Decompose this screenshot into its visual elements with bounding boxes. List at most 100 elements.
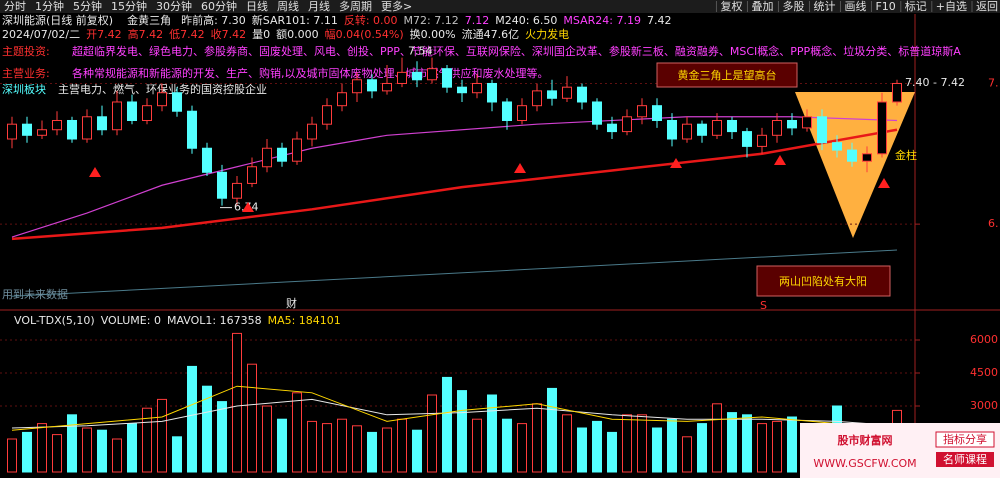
toolbar-button[interactable]: 1分钟 xyxy=(35,0,64,13)
volume-bar xyxy=(592,420,602,473)
volume-bar xyxy=(157,398,167,473)
candle-body xyxy=(97,116,107,131)
candle-body xyxy=(757,134,767,147)
candle-body xyxy=(187,110,197,149)
candle-body xyxy=(7,123,17,140)
toolbar-button[interactable]: 多股 xyxy=(782,0,804,13)
volume-bar xyxy=(262,405,272,473)
volume-bar xyxy=(457,390,467,473)
candle-body xyxy=(397,71,407,84)
toolbar-button[interactable]: 60分钟 xyxy=(201,0,237,13)
candle-body xyxy=(217,171,227,199)
last-price-label: 7.40 - 7.42 xyxy=(905,76,965,89)
candle-body xyxy=(112,101,122,131)
toolbar-button[interactable]: 返回 xyxy=(976,0,998,13)
note-triangle: 黄金三角上是望高台 xyxy=(678,68,777,82)
candle-body xyxy=(247,166,257,184)
volume-bar xyxy=(97,429,107,473)
info-item: 开7.42 xyxy=(86,28,122,41)
toolbar-button[interactable]: 30分钟 xyxy=(156,0,192,13)
info-item: M240: 6.50 xyxy=(495,14,557,27)
toolbar-button[interactable]: 复权 xyxy=(720,0,742,13)
toolbar-button[interactable]: 画线 xyxy=(844,0,866,13)
candle-body xyxy=(637,105,647,118)
volume-bar xyxy=(487,394,497,473)
candle-body xyxy=(67,119,77,140)
volume-bar xyxy=(772,420,782,473)
toolbar-button[interactable]: +自选 xyxy=(936,0,967,13)
candle-body xyxy=(862,153,872,162)
candle-body xyxy=(742,131,752,147)
toolbar-button[interactable]: 标记 xyxy=(905,0,927,13)
candle-body xyxy=(337,92,347,107)
ma-line xyxy=(11,128,898,241)
volume-bar xyxy=(382,427,392,473)
info-item: 量0 xyxy=(252,28,270,41)
candle-body xyxy=(382,82,392,92)
volume-bar xyxy=(757,423,767,473)
candle-body xyxy=(412,71,422,81)
toolbar-button[interactable]: 叠加 xyxy=(751,0,773,13)
volume-ma xyxy=(11,398,898,429)
toolbar-button[interactable]: 周线 xyxy=(277,0,299,13)
info-item: 新SAR101: 7.11 xyxy=(252,13,338,27)
volume-bar xyxy=(67,414,77,473)
watermark-tag[interactable]: 指标分享 xyxy=(943,432,987,446)
info-item: MAVOL1: 167358 xyxy=(167,314,262,327)
candle-body xyxy=(712,119,722,136)
volume-bar xyxy=(502,418,512,473)
y-tick-label: 6. xyxy=(988,217,999,230)
toolbar-button[interactable]: 5分钟 xyxy=(73,0,102,13)
signal-triangle xyxy=(89,167,101,177)
stock-name: 深圳能源(日线 前复权) xyxy=(2,13,113,27)
note-valley: 两山凹陷处有大阳 xyxy=(779,274,867,288)
y-tick-label: 4500 xyxy=(970,366,998,379)
signal-triangle xyxy=(514,163,526,173)
toolbar-button[interactable]: 月线 xyxy=(308,0,330,13)
toolbar-button[interactable]: 日线 xyxy=(246,0,268,13)
volume-bar xyxy=(247,363,257,473)
candle-body xyxy=(577,86,587,103)
note-s: S xyxy=(760,299,767,312)
candle-body xyxy=(787,119,797,129)
volume-bar xyxy=(202,385,212,473)
note-cai: 财 xyxy=(286,296,297,310)
toolbar-button[interactable]: 分时 xyxy=(4,0,26,13)
info-item: 高7.42 xyxy=(128,27,164,41)
candle-body xyxy=(52,119,62,131)
volume-bar xyxy=(742,414,752,473)
candle-body xyxy=(427,68,437,81)
candle-body xyxy=(847,149,857,162)
toolbar-button[interactable]: 15分钟 xyxy=(111,0,147,13)
toolbar-button[interactable]: 统计 xyxy=(813,0,835,13)
info-item: 2024/07/02/二 xyxy=(2,28,80,41)
watermark-tag[interactable]: 名师课程 xyxy=(943,452,987,466)
info-item: 收7.42 xyxy=(211,27,247,41)
candle-body xyxy=(22,123,32,136)
volume-bar xyxy=(37,423,47,473)
note-gold: 金柱 xyxy=(895,148,917,162)
candle-body xyxy=(157,92,167,107)
candle-body xyxy=(517,105,527,121)
info-item: 7.12 xyxy=(465,14,490,27)
candle-body xyxy=(682,123,692,140)
volume-bar xyxy=(142,407,152,473)
volume-bar xyxy=(172,436,182,473)
y-tick-label: 3000 xyxy=(970,399,998,412)
candle-body xyxy=(817,116,827,144)
toolbar-button[interactable]: 多周期 xyxy=(339,0,372,13)
toolbar-button[interactable]: 更多> xyxy=(381,0,412,13)
candle-body xyxy=(547,90,557,99)
candle-body xyxy=(37,129,47,136)
volume-bar xyxy=(787,416,797,473)
info-item: 额0.000 xyxy=(276,28,319,41)
note-box xyxy=(656,62,798,88)
toolbar-button[interactable]: F10 xyxy=(875,0,895,13)
candle-body xyxy=(532,90,542,107)
candle-body xyxy=(307,123,317,140)
volume-bar xyxy=(52,434,62,473)
tag-box xyxy=(936,452,994,467)
volume-bar xyxy=(607,431,617,473)
